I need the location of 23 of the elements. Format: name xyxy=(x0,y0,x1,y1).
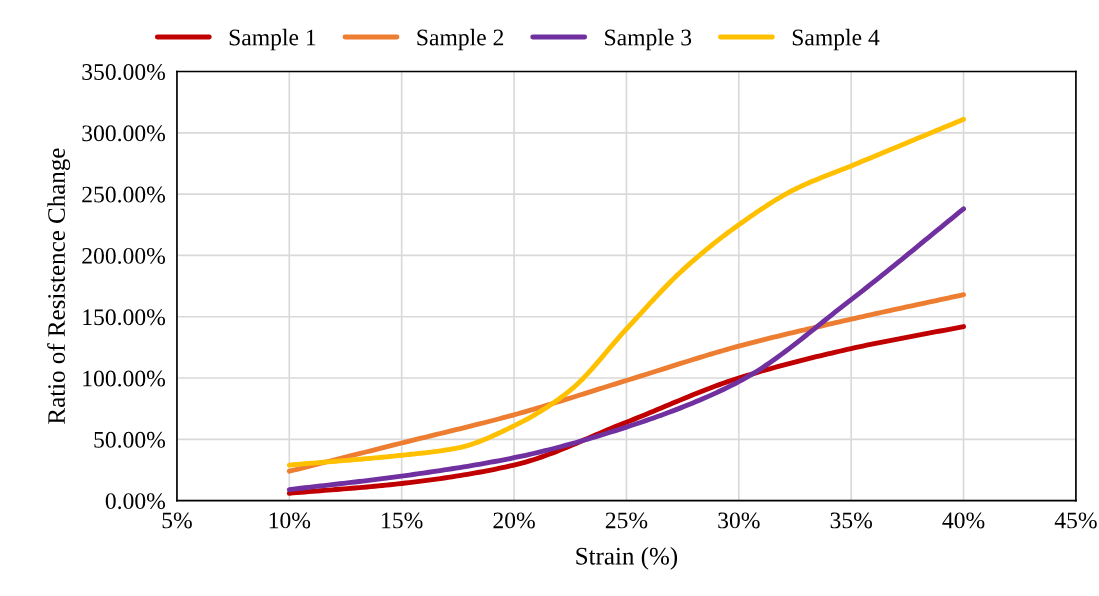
x-axis-title: Strain (%) xyxy=(576,547,678,570)
x-tick-label: 40% xyxy=(942,512,985,529)
y-tick-label: 200.00% xyxy=(82,247,166,264)
y-tick-label: 100.00% xyxy=(83,370,166,387)
legend-label: Sample 2 xyxy=(417,28,504,51)
legend-label: Sample 3 xyxy=(605,28,692,51)
x-tick-label: 30% xyxy=(718,512,760,529)
x-tick-label: 15% xyxy=(382,512,423,529)
x-tick-label: 45% xyxy=(1054,512,1097,529)
x-tick-label: 20% xyxy=(493,512,535,529)
y-tick-label: 350.00% xyxy=(82,64,166,81)
y-tick-label: 0.00% xyxy=(105,493,166,510)
x-tick-label: 5% xyxy=(162,512,192,529)
y-tick-label: 250.00% xyxy=(82,186,166,203)
y-tick-label: 50.00% xyxy=(94,431,166,448)
x-tick-label: 25% xyxy=(605,512,648,529)
y-tick-label: 300.00% xyxy=(82,125,166,142)
y-tick-label: 150.00% xyxy=(83,309,166,326)
y-axis-title: Ratio of Resistence Change xyxy=(47,148,71,424)
legend-label: Sample 4 xyxy=(792,28,880,51)
legend-label: Sample 1 xyxy=(229,28,316,51)
x-tick-label: 10% xyxy=(269,512,311,529)
x-tick-label: 35% xyxy=(830,512,873,529)
